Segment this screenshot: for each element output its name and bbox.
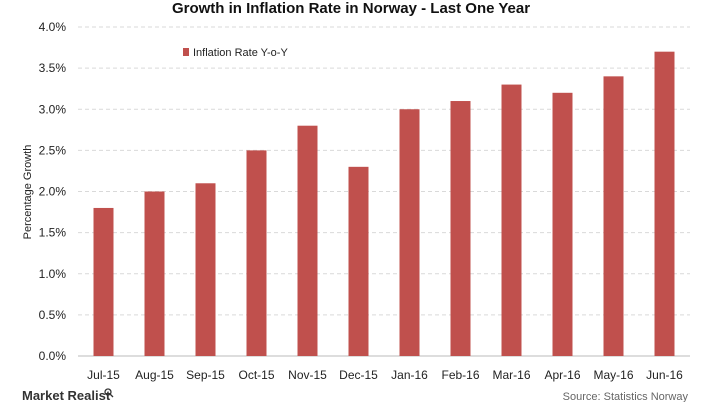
x-tick-label: Mar-16 xyxy=(492,368,530,382)
bar-dec-15 xyxy=(348,166,369,356)
y-tick-label: 4.0% xyxy=(39,20,67,34)
x-tick-label: Dec-15 xyxy=(339,368,378,382)
chart-title: Growth in Inflation Rate in Norway - Las… xyxy=(172,0,530,17)
y-tick-label: 2.0% xyxy=(39,185,67,199)
bar-oct-15 xyxy=(246,150,267,356)
x-tick-label: May-16 xyxy=(593,368,633,382)
legend: Inflation Rate Y-o-Y xyxy=(183,47,288,59)
legend-swatch xyxy=(183,48,189,56)
y-tick-label: 2.5% xyxy=(39,143,67,157)
x-tick-label: Jul-15 xyxy=(87,368,120,382)
bar-mar-16 xyxy=(501,84,522,356)
bar-apr-16 xyxy=(552,92,573,357)
bar-nov-15 xyxy=(297,125,318,356)
bar-sep-15 xyxy=(195,183,216,356)
x-tick-label: Sep-15 xyxy=(186,368,225,382)
y-axis-label: Percentage Growth xyxy=(22,145,34,240)
x-tick-label: Jan-16 xyxy=(391,368,428,382)
x-tick-label: Nov-15 xyxy=(288,368,327,382)
magnifier-icon xyxy=(104,388,112,396)
y-tick-label: 3.5% xyxy=(39,61,67,75)
bar-aug-15 xyxy=(144,191,165,356)
bar-may-16 xyxy=(603,76,624,356)
bar-jan-16 xyxy=(399,109,420,356)
x-tick-label: Apr-16 xyxy=(544,368,580,382)
y-tick-label: 3.0% xyxy=(39,102,67,116)
y-tick-label: 1.5% xyxy=(39,226,67,240)
x-tick-label: Aug-15 xyxy=(135,368,174,382)
market-realist-logo: Market Realist xyxy=(22,388,114,402)
y-tick-label: 1.0% xyxy=(39,267,67,281)
y-tick-label: 0.0% xyxy=(39,349,67,363)
x-tick-label: Feb-16 xyxy=(441,368,479,382)
legend-label: Inflation Rate Y-o-Y xyxy=(193,47,288,59)
x-tick-label: Jun-16 xyxy=(646,368,683,382)
bar-jul-15 xyxy=(93,207,114,356)
x-tick-label: Oct-15 xyxy=(238,368,274,382)
bar-feb-16 xyxy=(450,101,471,357)
source-text: Source: Statistics Norway xyxy=(563,391,689,402)
brand-text: Market Realist xyxy=(22,388,111,402)
y-tick-label: 0.5% xyxy=(39,308,67,322)
bar-jun-16 xyxy=(654,51,675,357)
